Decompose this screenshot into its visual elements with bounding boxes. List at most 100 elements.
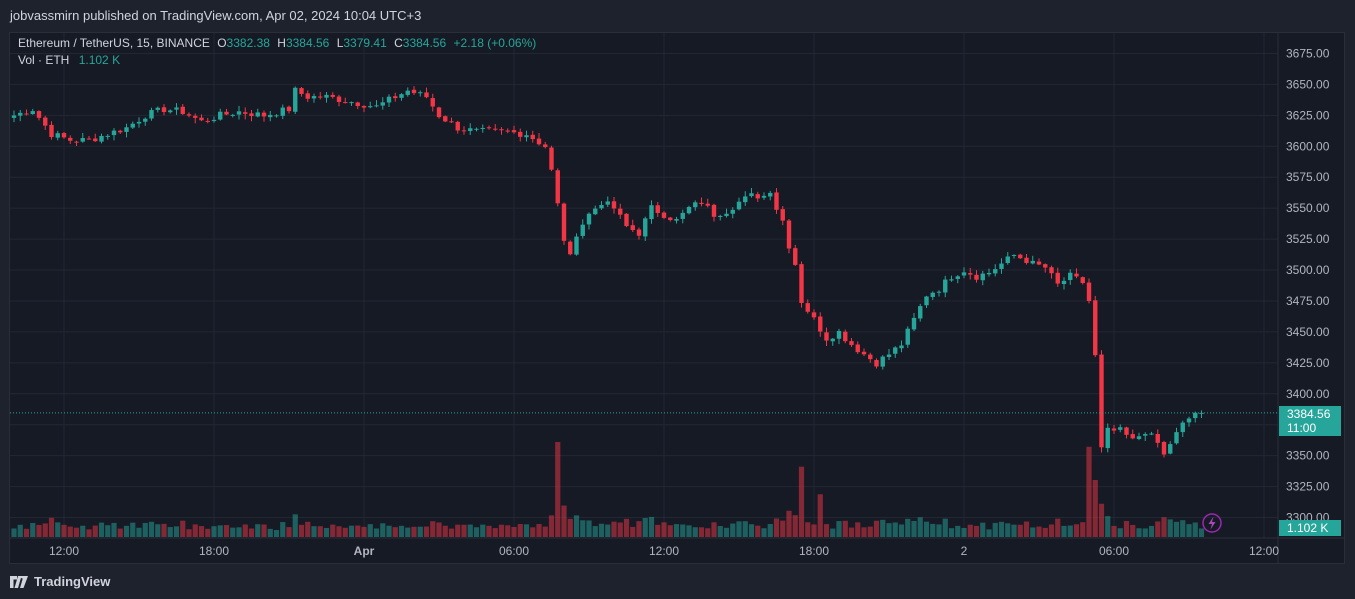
volume-bar <box>1067 525 1073 537</box>
volume-bar <box>217 525 223 537</box>
volume-bar <box>980 522 986 537</box>
candle-body <box>405 90 410 95</box>
volume-bar <box>1148 525 1155 537</box>
volume-label[interactable]: Vol · ETH <box>18 53 70 67</box>
candle <box>611 196 617 214</box>
candle <box>624 213 629 228</box>
candle <box>193 113 198 124</box>
open-value: 3382.38 <box>226 36 270 50</box>
footer-bar <box>0 564 1355 599</box>
candle <box>936 290 942 297</box>
volume-bar <box>361 526 367 537</box>
candle <box>11 110 17 123</box>
volume-bar <box>942 518 948 537</box>
candle <box>236 105 242 120</box>
symbol-title[interactable]: Ethereum / TetherUS, 15, BINANCE <box>18 36 210 50</box>
volume-bar <box>186 529 192 537</box>
candle-body <box>674 219 679 221</box>
volume-bar <box>736 521 742 537</box>
candle <box>880 355 885 370</box>
volume-bar <box>798 466 805 537</box>
candle-body <box>636 229 642 236</box>
low-label: L <box>336 36 344 50</box>
lightning-icon[interactable] <box>1202 513 1222 533</box>
volume-bar <box>698 527 705 537</box>
volume-bar <box>880 519 886 537</box>
candle <box>718 214 723 221</box>
volume-bar <box>592 526 598 537</box>
bar-countdown: 11:00 <box>1287 421 1317 435</box>
tradingview-logo[interactable]: TradingView <box>10 574 110 589</box>
volume-bar <box>423 526 430 537</box>
close-value: 3384.56 <box>402 36 447 50</box>
candle-body <box>768 192 773 197</box>
candle <box>143 117 148 126</box>
volume-bar <box>673 524 680 537</box>
candle <box>918 303 923 322</box>
volume-bar <box>730 523 736 537</box>
last-price-label: 3384.56 11:00 <box>1279 406 1341 436</box>
candle <box>605 196 610 208</box>
candle <box>224 108 229 116</box>
candle-body <box>1049 267 1054 274</box>
volume-bar <box>1073 524 1080 537</box>
candle <box>505 128 510 134</box>
last-volume-label: 1.102 K <box>1279 520 1341 536</box>
volume-bar <box>973 525 980 537</box>
volume-bar <box>80 525 86 537</box>
candle <box>361 105 367 113</box>
candle <box>311 93 317 103</box>
candle-body <box>193 115 198 118</box>
volume-bar <box>717 526 723 537</box>
candle <box>174 103 179 115</box>
candle <box>211 116 217 123</box>
candle-body <box>1143 434 1148 436</box>
volume-bar <box>636 521 642 537</box>
candle <box>1011 254 1017 259</box>
candle <box>999 258 1004 274</box>
volume-bar <box>692 527 698 537</box>
volume-bar <box>430 521 436 537</box>
ohlc-legend: Ethereum / TetherUS, 15, BINANCE O3382.3… <box>18 36 536 50</box>
volume-bar <box>292 514 298 537</box>
candle-body <box>630 225 635 231</box>
volume-bar <box>1105 516 1111 537</box>
candle <box>1086 278 1092 304</box>
volume-bar <box>817 494 823 537</box>
volume-bar <box>155 524 161 537</box>
candle-body <box>955 276 960 279</box>
volume-bar <box>511 527 517 537</box>
open-label: O <box>217 36 227 50</box>
time-axis: 12:00 18:00 Apr 06:00 12:00 18:00 2 06:00 12:00 <box>49 544 1279 558</box>
candle-body <box>93 138 98 142</box>
candle-body <box>361 105 367 108</box>
candle <box>468 123 473 135</box>
candle-body <box>1024 257 1029 263</box>
volume-bar <box>261 524 267 537</box>
candle-body <box>1061 280 1067 285</box>
candle <box>274 114 279 118</box>
candle <box>1124 426 1129 439</box>
candle <box>668 216 673 222</box>
candle <box>149 107 154 121</box>
candle-body <box>855 344 860 353</box>
volume-bar <box>273 530 280 537</box>
volume-bar <box>805 522 811 537</box>
candle-body <box>136 121 142 124</box>
candle-body <box>961 272 967 276</box>
candle <box>1061 277 1067 290</box>
candle-body <box>86 138 92 140</box>
candle-body <box>711 204 717 217</box>
volume-bar <box>1011 524 1017 537</box>
candle <box>374 100 379 108</box>
candle <box>724 208 729 218</box>
candle <box>161 104 167 116</box>
candle <box>86 135 92 140</box>
candle-body <box>843 331 848 342</box>
candle <box>586 212 592 230</box>
chart-pane[interactable] <box>9 32 1345 564</box>
candle-body <box>586 213 592 225</box>
volume-bar <box>317 526 323 537</box>
volume-bar <box>1142 528 1148 537</box>
